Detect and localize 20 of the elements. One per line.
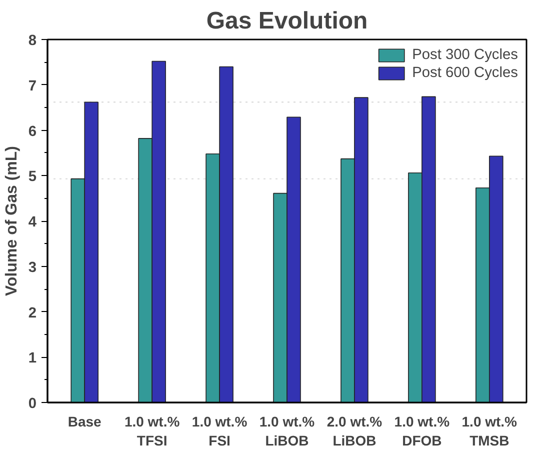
x-tick-label: 1.0 wt.% DFOB: [394, 414, 450, 449]
x-tick-label: 1.0 wt.% LiBOB: [259, 414, 316, 449]
x-tick-label: 1.0 wt.% FSI: [192, 414, 248, 449]
y-tick-label: 3: [28, 260, 37, 276]
legend-label: Post 600 Cycles: [412, 65, 518, 81]
y-tick-label: 6: [28, 124, 37, 140]
y-tick-label: 8: [28, 33, 37, 49]
y-tick-label: 1: [28, 350, 37, 367]
y-tick-label: 0: [28, 396, 37, 412]
legend-label: Post 300 Cycles: [412, 47, 518, 63]
x-tick-label: 1.0 wt.% TFSI: [124, 414, 180, 449]
y-tick-label: 7: [28, 78, 37, 94]
x-tick-label: 2.0 wt.% LiBOB: [326, 414, 383, 449]
y-tick-label: 4: [28, 214, 38, 230]
y-tick-label: 5: [28, 169, 37, 186]
y-tick-label: 2: [28, 305, 37, 322]
y-axis-title: Volume of Gas (mL): [3, 146, 20, 296]
x-tick-label: 1.0 wt.% TMSB: [462, 414, 518, 449]
chart-title: Gas Evolution: [206, 8, 368, 34]
x-tick-label: Base: [68, 414, 102, 430]
